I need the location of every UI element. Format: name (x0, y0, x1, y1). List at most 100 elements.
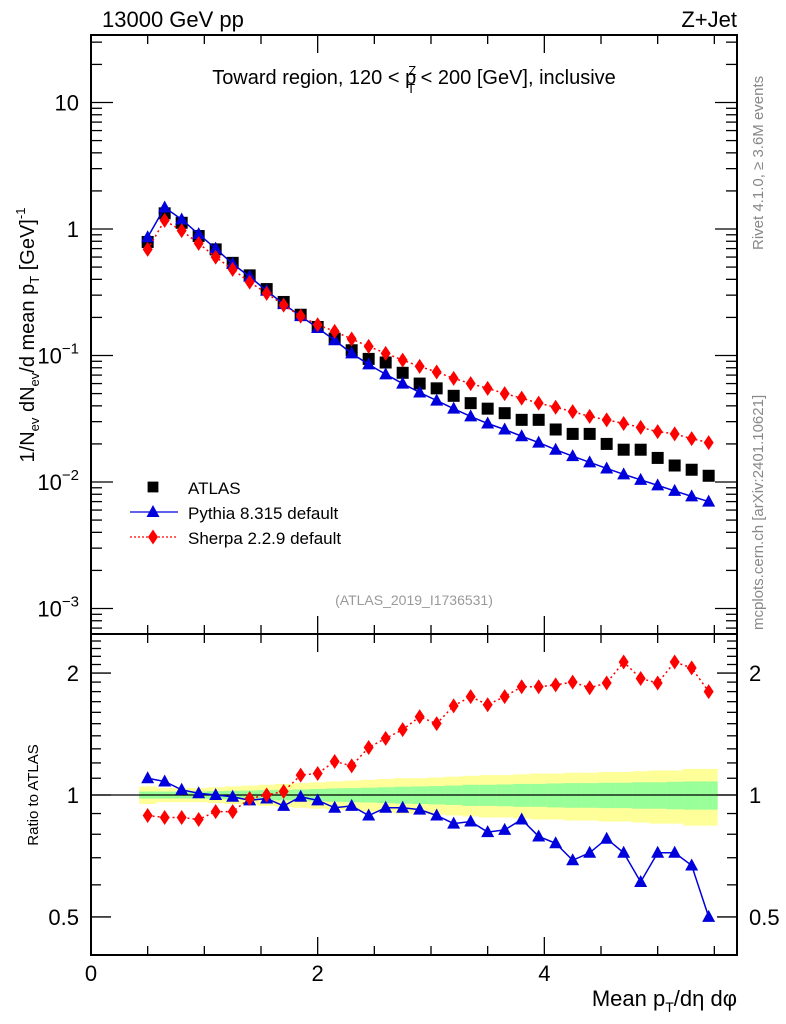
ratio-ylabel: Ratio to ATLAS (25, 744, 42, 845)
xtick-label: 0 (85, 961, 97, 986)
data-point (652, 424, 663, 440)
data-point (550, 399, 561, 415)
data-point (498, 422, 512, 435)
rivet-label: Rivet 4.1.0, ≥ 3.6M events (750, 76, 767, 250)
data-point (583, 427, 596, 440)
ratio-data-point (668, 845, 682, 858)
data-point (533, 395, 544, 411)
main-title-post: < 200 [GeV], inclusive (415, 67, 616, 89)
ratio-ytick-label: 1 (67, 783, 79, 808)
ratio-xlabel: Mean pT/dη dφ (592, 986, 737, 1015)
main-title: Toward region, 120 < pZ T < 200 [GeV], in… (212, 63, 616, 96)
ylabel-sub: ev (27, 372, 42, 386)
data-point (141, 230, 155, 243)
ratio-data-point (499, 689, 510, 705)
data-point (668, 459, 681, 472)
ytick-label-exp: −3 (62, 594, 79, 611)
ratio-data-point (294, 789, 308, 802)
data-point (396, 366, 409, 379)
ratio-data-point (158, 774, 172, 787)
ratio-data-point (193, 811, 204, 827)
data-point (159, 212, 170, 228)
xtick-label: 4 (538, 961, 550, 986)
xlabel-part: Mean p (592, 986, 665, 1011)
legend-label: ATLAS (188, 479, 241, 498)
ratio-data-point (430, 808, 444, 821)
data-point (414, 358, 425, 374)
legend-marker (146, 505, 160, 517)
data-point (379, 367, 393, 380)
ratio-ytick-label-right: 0.5 (749, 905, 780, 930)
ratio-data-point (601, 675, 612, 691)
data-point (567, 404, 578, 420)
data-point (635, 419, 646, 435)
ratio-data-point (583, 845, 597, 858)
header-left: 13000 GeV pp (102, 7, 244, 32)
ratio-data-point (550, 677, 561, 693)
main-axis-ticks (91, 35, 737, 634)
ratio-data-point (447, 816, 461, 829)
data-point (244, 274, 255, 290)
legend-entry: Pythia 8.315 default (130, 504, 339, 523)
ratio-data-point (431, 716, 442, 732)
ratio-data-point (209, 788, 223, 800)
data-point (329, 323, 340, 339)
ratio-data-point (481, 825, 495, 838)
ratio-data-point (549, 836, 563, 849)
ratio-data-point (312, 766, 323, 782)
data-point (447, 401, 461, 414)
data-point (634, 472, 648, 485)
ratio-panel: 0.5 0.5 1 1 2 2 0 2 4 Ratio to ATLAS Mean pT/dη… (25, 633, 780, 1015)
data-point (464, 409, 478, 422)
ratio-ytick-label: 0.5 (48, 905, 79, 930)
ratio-data-point (533, 679, 544, 695)
ratio-data-point (635, 670, 646, 686)
ratio-xtick-labels: 0 2 4 (85, 961, 551, 986)
data-point (261, 285, 272, 301)
ratio-data-point (413, 802, 427, 815)
data-point (192, 227, 206, 240)
legend-label: Pythia 8.315 default (188, 504, 339, 523)
data-point (345, 346, 359, 359)
ytick-label: 10−3 (37, 594, 79, 622)
ratio-data-point (702, 909, 716, 922)
ratio-data-point (277, 798, 291, 811)
data-point (176, 223, 187, 239)
ratio-data-point (652, 675, 663, 691)
ratio-data-point (618, 654, 629, 670)
ratio-data-point (396, 800, 410, 813)
ytick-label-base: 10 (37, 597, 61, 622)
ratio-axis-ticks (91, 634, 737, 955)
legend-marker (148, 529, 158, 545)
ratio-series-sherpa-2-2-9-default (142, 654, 714, 827)
ratio-data-point (328, 800, 342, 813)
ratio-data-point (532, 829, 546, 842)
data-point (669, 426, 680, 442)
data-point (549, 442, 563, 455)
ratio-data-point (465, 689, 476, 705)
ytick-label: 10 (55, 91, 79, 116)
ratio-data-point (703, 684, 714, 700)
data-point (668, 483, 682, 496)
ratio-data-point (651, 845, 665, 858)
data-point (515, 413, 528, 426)
ytick-label-base: 10 (37, 470, 61, 495)
ratio-data-point (379, 800, 393, 813)
ratio-ytick-labels: 0.5 0.5 1 1 2 2 (48, 661, 779, 930)
ratio-data-point (345, 798, 359, 811)
ratio-data-point (227, 804, 238, 820)
legend: ATLAS Pythia 8.315 default Sherpa 2.2.9 de… (130, 479, 341, 548)
ratio-data-point (295, 767, 306, 783)
ratio-data-point (244, 791, 255, 807)
ytick-label: 1 (67, 217, 79, 242)
ylabel-sub: T (27, 276, 42, 284)
legend-marker (147, 481, 159, 493)
ylabel-part: /d mean p (17, 284, 39, 373)
ratio-data-point (567, 674, 578, 690)
data-point (584, 408, 595, 424)
data-point (346, 331, 357, 347)
data-point (430, 393, 444, 406)
data-point (397, 352, 408, 368)
ratio-data-point (686, 660, 697, 676)
